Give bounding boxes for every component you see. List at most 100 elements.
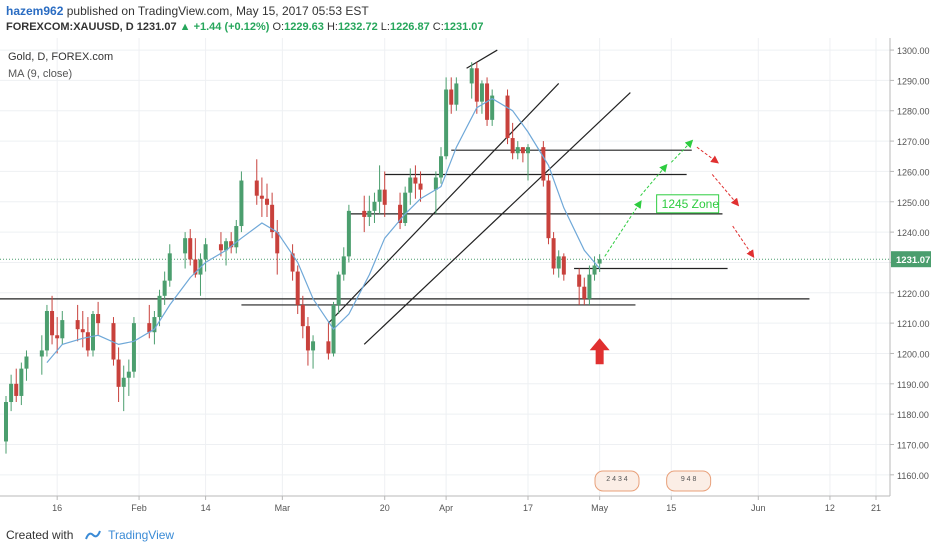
candle xyxy=(229,232,234,254)
candle-body xyxy=(490,95,495,120)
candle xyxy=(520,147,525,163)
open-value: 1229.63 xyxy=(284,21,324,33)
candle xyxy=(239,171,244,233)
candle-body xyxy=(167,253,172,281)
channel-line[interactable] xyxy=(466,49,498,69)
publish-info: hazem962 published on TradingView.com, M… xyxy=(6,4,369,18)
price-tick-label: 1290.00 xyxy=(897,76,930,86)
candle xyxy=(270,192,275,239)
chart-area[interactable]: 1245 Zone 2 4 3 4 9 4 8 1160.00 1170.00 1180… xyxy=(0,38,932,524)
last-price: 1231.07 xyxy=(136,21,177,33)
price-tick-label: 1280.00 xyxy=(897,107,930,117)
price-tick-label: 1240.00 xyxy=(897,228,930,238)
candle-body xyxy=(408,177,413,193)
earnings-badge-1[interactable]: 2 4 3 4 xyxy=(594,470,640,492)
candle xyxy=(126,359,131,396)
legend-indicator[interactable]: MA (9, close) xyxy=(8,68,72,80)
candle xyxy=(234,219,239,254)
candle xyxy=(198,253,203,296)
candle xyxy=(556,250,561,278)
candle-body xyxy=(300,304,305,327)
candle-body xyxy=(587,274,592,299)
candle-body xyxy=(515,147,520,154)
red-up-arrow-icon xyxy=(589,338,610,365)
candle xyxy=(551,232,556,275)
candle-body xyxy=(505,95,510,139)
candle xyxy=(295,265,300,315)
candle xyxy=(336,271,341,315)
candle-body xyxy=(193,259,198,275)
candle xyxy=(24,350,29,381)
price-change: +1.44 (+0.12%) xyxy=(193,21,270,33)
candle-body xyxy=(14,383,19,396)
candle-body xyxy=(418,183,423,190)
candle-body xyxy=(275,232,280,254)
candle-body xyxy=(229,241,234,248)
candle xyxy=(183,232,188,269)
candle xyxy=(413,165,418,199)
high-label: H: xyxy=(326,21,338,33)
candle-body xyxy=(239,180,244,227)
candle-body xyxy=(85,332,90,351)
candle-body xyxy=(218,244,223,251)
candle xyxy=(14,368,19,403)
candle xyxy=(510,122,515,160)
symbol-label[interactable]: FOREXCOM:XAUUSD, D xyxy=(6,21,134,33)
candle-body xyxy=(377,189,382,202)
event-badge-bg xyxy=(666,470,712,492)
candle xyxy=(44,304,49,357)
candle xyxy=(193,238,198,278)
candle xyxy=(167,244,172,287)
author-link[interactable]: hazem962 xyxy=(6,4,64,18)
candle-body xyxy=(91,314,95,351)
candle-body xyxy=(96,314,101,324)
earnings-badge-2[interactable]: 9 4 8 xyxy=(666,470,712,492)
candle-body xyxy=(592,265,597,275)
candle-body xyxy=(577,274,582,287)
candle xyxy=(377,165,382,214)
channel-line[interactable] xyxy=(327,83,560,324)
candle-body xyxy=(305,326,310,351)
event-badge-label: 9 4 8 xyxy=(681,476,697,483)
candle xyxy=(515,141,520,160)
candle-body xyxy=(474,68,479,102)
candle xyxy=(311,335,316,369)
candle xyxy=(75,304,80,342)
candle-body xyxy=(403,192,408,224)
green-projection-arrow xyxy=(670,139,694,163)
candle-body xyxy=(582,286,587,299)
time-tick-label: May xyxy=(591,503,609,513)
candle xyxy=(592,256,597,281)
candle xyxy=(111,317,116,366)
candle xyxy=(131,317,136,378)
time-tick-label: Apr xyxy=(439,503,453,513)
candle xyxy=(367,195,372,227)
candle-body xyxy=(50,310,55,336)
candle xyxy=(300,295,305,339)
candle-body xyxy=(341,256,346,275)
candle xyxy=(275,219,280,275)
tradingview-link[interactable]: TradingView xyxy=(108,528,175,542)
price-tick-label: 1210.00 xyxy=(897,319,930,329)
candle-body xyxy=(203,244,208,260)
tradingview-logo-icon xyxy=(84,530,101,540)
annotations: 1245 Zone 2 4 3 4 9 4 8 xyxy=(589,139,755,492)
candle-body xyxy=(336,274,341,305)
zone-label-box xyxy=(656,194,720,214)
event-badge-label: 2 4 3 4 xyxy=(606,476,628,483)
time-tick-label: 21 xyxy=(871,503,881,513)
candle-body xyxy=(75,320,80,330)
candle-body xyxy=(290,253,295,272)
candle xyxy=(469,62,474,99)
candle xyxy=(116,347,121,403)
zone-label: 1245 Zone xyxy=(662,197,720,211)
channel-line[interactable] xyxy=(363,92,631,345)
created-with: Created with TradingView xyxy=(6,528,174,542)
price-axis[interactable]: 1160.00 1170.00 1180.00 1190.00 1200.00 1210.… xyxy=(890,46,931,481)
price-tick-label: 1170.00 xyxy=(897,440,929,450)
price-chart[interactable]: 1245 Zone 2 4 3 4 9 4 8 1160.00 1170.00 1180… xyxy=(0,38,932,524)
candle xyxy=(444,77,449,160)
last-price-badge xyxy=(891,251,931,268)
candle-body xyxy=(367,210,372,217)
time-axis[interactable]: 16 Feb 14 Mar 20 Apr 17 May 15 Jun 12 21 xyxy=(52,496,881,513)
